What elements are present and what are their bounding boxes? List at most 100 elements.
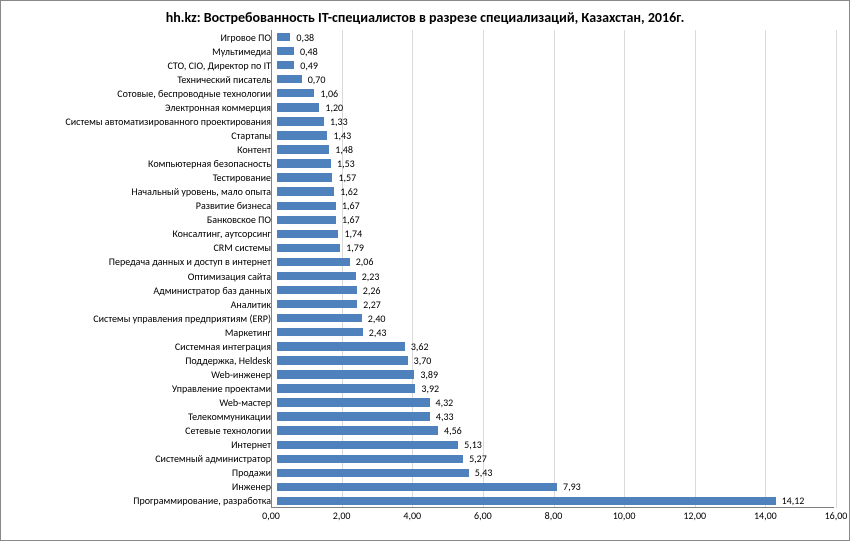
bar-row: Продажи5,43 [16, 466, 834, 480]
value-label: 3,92 [415, 382, 439, 395]
bar-row: Маркетинг2,43 [16, 325, 834, 339]
bar-row: Программирование, разработка14,12 [16, 494, 834, 508]
category-label: Электронная коммерция [16, 101, 277, 114]
x-axis: 0,002,004,006,008,0010,0012,0014,0016,00 [16, 509, 834, 525]
bar [277, 216, 336, 224]
bar [277, 131, 327, 139]
bar [277, 384, 415, 392]
value-label: 3,89 [414, 368, 438, 381]
bar [277, 426, 438, 434]
category-label: Системы автоматизированного проектирован… [16, 115, 277, 128]
bar-row: Инженер7,93 [16, 480, 834, 494]
category-label: CRM системы [16, 241, 277, 254]
bar [277, 159, 331, 167]
value-label: 3,62 [405, 340, 429, 353]
bar [277, 483, 557, 491]
bar [277, 187, 334, 195]
bar-row: Сотовые, беспроводные технологии 1,06 [16, 86, 834, 100]
category-label: Инженер [16, 480, 277, 493]
bar [277, 342, 405, 350]
category-label: Оптимизация сайта [16, 270, 277, 283]
bar [277, 441, 458, 449]
bar-row: Стартапы 1,43 [16, 128, 834, 142]
bar-row: CTO, CIO, Директор по IT0,49 [16, 58, 834, 72]
chart-container: hh.kz: Востребованность IT-специалистов … [0, 0, 850, 541]
value-label: 2,27 [357, 298, 381, 311]
value-label: 1,48 [329, 143, 353, 156]
bar-row: Мультимедиа0,48 [16, 44, 834, 58]
category-label: Технический писатель [16, 73, 277, 86]
bar-row: Игровое ПО0,38 [16, 30, 834, 44]
category-label: Тестирование [16, 171, 277, 184]
category-label: Консалтинг, аутсорсинг [16, 227, 277, 240]
value-label: 1,43 [327, 129, 351, 142]
category-label: Системная интеграция [16, 340, 277, 353]
bar-row: Начальный уровень, мало опыта1,62 [16, 185, 834, 199]
value-label: 1,20 [319, 101, 343, 114]
bar [277, 33, 290, 41]
bar [277, 244, 340, 252]
x-tick-label: 2,00 [333, 509, 351, 522]
bar [277, 314, 362, 322]
bar-row: Сетевые технологии4,56 [16, 424, 834, 438]
value-label: 2,06 [350, 255, 374, 268]
x-tick-label: 16,00 [825, 509, 848, 522]
value-label: 0,48 [294, 45, 318, 58]
bar [277, 173, 332, 181]
x-tick-label: 4,00 [403, 509, 421, 522]
plot-area: Игровое ПО0,38Мультимедиа0,48CTO, CIO, Д… [16, 30, 834, 508]
bar-row: Аналитик 2,27 [16, 297, 834, 311]
bar-row: Системы автоматизированного проектирован… [16, 114, 834, 128]
bar [277, 370, 414, 378]
bar-row: CRM системы1,79 [16, 241, 834, 255]
bar [277, 117, 324, 125]
value-label: 1,57 [332, 171, 356, 184]
bar-row: Системная интеграция 3,62 [16, 339, 834, 353]
bar [277, 89, 314, 97]
bar-row: Развитие бизнеса1,67 [16, 199, 834, 213]
category-label: Программирование, разработка [16, 494, 277, 507]
category-label: Web-мастер [16, 396, 277, 409]
value-label: 1,67 [336, 199, 360, 212]
x-tick-label: 10,00 [613, 509, 636, 522]
category-label: Передача данных и доступ в интернет [16, 255, 277, 268]
bar [277, 61, 294, 69]
bar-row: Компьютерная безопасность 1,53 [16, 157, 834, 171]
bar [277, 272, 356, 280]
bar [277, 455, 463, 463]
category-label: Поддержка, Heldesk [16, 354, 277, 367]
bar-row: Технический писатель0,70 [16, 72, 834, 86]
value-label: 0,38 [290, 31, 314, 44]
bar-row: Поддержка, Heldesk3,70 [16, 353, 834, 367]
bar [277, 412, 430, 420]
value-label: 1,67 [336, 213, 360, 226]
category-label: Аналитик [16, 298, 277, 311]
bar [277, 398, 430, 406]
category-label: Системный администратор [16, 452, 277, 465]
bar-row: Системы управления предприятиям (ERP)2,4… [16, 311, 834, 325]
bar-row: Телекоммуникации4,33 [16, 410, 834, 424]
category-label: Управление проектами [16, 382, 277, 395]
category-label: Web-инженер [16, 368, 277, 381]
bar [277, 75, 302, 83]
x-tick-label: 8,00 [545, 509, 563, 522]
value-label: 5,13 [458, 438, 482, 451]
bar-row: Электронная коммерция 1,20 [16, 100, 834, 114]
bar [277, 497, 776, 505]
value-label: 4,33 [430, 410, 454, 423]
value-label: 1,53 [331, 157, 355, 170]
category-label: Стартапы [16, 129, 277, 142]
category-label: Системы управления предприятиям (ERP) [16, 312, 277, 325]
x-tick-label: 6,00 [474, 509, 492, 522]
bar [277, 145, 329, 153]
value-label: 1,06 [314, 87, 338, 100]
bar [277, 103, 319, 111]
bar-row: Консалтинг, аутсорсинг 1,74 [16, 227, 834, 241]
bar-row: Администратор баз данных2,26 [16, 283, 834, 297]
category-label: Сотовые, беспроводные технологии [16, 87, 277, 100]
bar [277, 286, 357, 294]
bar-row: Передача данных и доступ в интернет 2,06 [16, 255, 834, 269]
category-label: Контент [16, 143, 277, 156]
value-label: 1,74 [338, 227, 362, 240]
category-label: Компьютерная безопасность [16, 157, 277, 170]
